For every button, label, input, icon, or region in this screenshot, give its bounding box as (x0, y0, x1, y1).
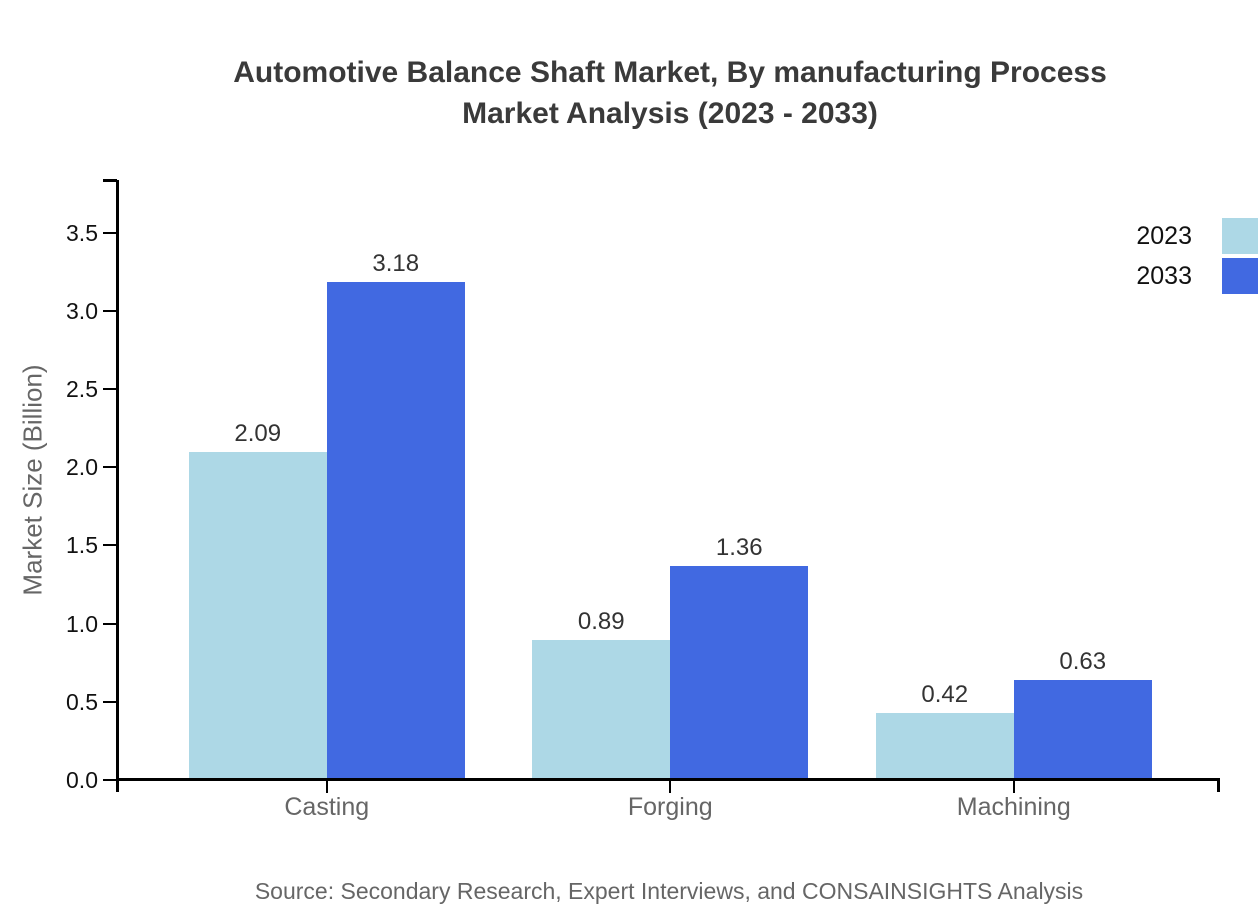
y-axis-label: Market Size (Billion) (17, 364, 48, 596)
y-tick-label: 0.5 (66, 688, 98, 715)
y-tick-label: 1.5 (66, 532, 98, 559)
y-tick-label: 2.5 (66, 376, 98, 402)
bar-value-label: 0.89 (577, 607, 625, 635)
bar-forging-2033 (670, 566, 809, 779)
y-tick (103, 309, 116, 312)
x-tick (325, 781, 328, 793)
legend-row: 2023 (1136, 218, 1258, 254)
y-axis-end-cap (103, 179, 117, 182)
bar-forging-2023 (532, 639, 671, 779)
category-label: Forging (627, 793, 713, 821)
bar-value-label: 2.09 (234, 420, 282, 448)
y-tick (103, 779, 116, 781)
bar-machining-2033 (1013, 680, 1152, 779)
y-tick (103, 700, 116, 703)
bar-casting-2033 (326, 281, 465, 779)
legend-swatch-2023 (1222, 218, 1258, 254)
bar-value-label: 0.63 (1059, 648, 1107, 676)
legend-label: 2033 (1136, 261, 1192, 290)
bar-value-label: 0.42 (921, 681, 969, 709)
bar-value-label: 3.18 (372, 249, 420, 277)
x-tick (669, 781, 672, 793)
x-tick (1012, 781, 1015, 793)
y-tick-label: 1.0 (66, 610, 98, 637)
y-tick-label: 2.0 (66, 454, 98, 481)
y-tick (103, 231, 116, 234)
chart-title-line-2: Market Analysis (2023 - 2033) (462, 97, 878, 130)
y-axis-spine (116, 180, 119, 792)
category-label: Machining (956, 793, 1071, 821)
y-tick (103, 622, 116, 625)
chart-title: Automotive Balance Shaft Market, By manu… (70, 52, 1260, 134)
legend: 2023 2033 (1136, 218, 1258, 294)
y-tick-label: 3.5 (66, 219, 98, 246)
legend-swatch-2033 (1222, 258, 1258, 294)
y-tick-label: 0.0 (66, 767, 98, 793)
y-tick-label: 3.0 (66, 297, 98, 324)
y-tick (103, 544, 116, 547)
y-tick (103, 466, 116, 469)
bar-machining-2023 (875, 713, 1014, 779)
chart-title-line-1: Automotive Balance Shaft Market, By manu… (233, 56, 1107, 89)
legend-row: 2033 (1136, 258, 1258, 294)
x-axis-end-cap (1217, 778, 1220, 792)
source-note: Source: Secondary Research, Expert Inter… (254, 878, 1084, 904)
bar-value-label: 1.36 (715, 534, 763, 562)
x-axis-line (116, 778, 1220, 781)
legend-label: 2023 (1136, 221, 1192, 250)
category-label: Casting (284, 793, 370, 821)
bar-casting-2023 (188, 452, 327, 779)
y-tick (103, 388, 116, 390)
